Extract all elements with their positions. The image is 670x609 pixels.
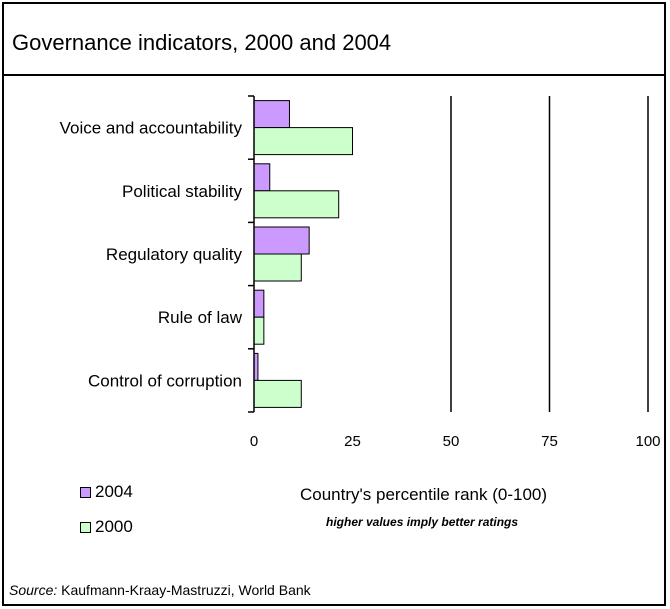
legend-label-2004: 2004	[95, 482, 133, 501]
category-label: Regulatory quality	[106, 245, 243, 264]
bar-2000-1	[253, 127, 353, 156]
x-tick-label: 50	[443, 433, 460, 450]
legend-label-2000: 2000	[95, 517, 133, 536]
bar-2000-3	[253, 253, 302, 282]
category-label: Control of corruption	[88, 371, 242, 390]
category-label: Voice and accountability	[60, 119, 243, 138]
legend-item-2004: 2004	[80, 482, 133, 502]
x-tick-label: 0	[250, 433, 258, 450]
x-tick-label: 25	[344, 433, 361, 450]
x-tick-label: 75	[541, 433, 558, 450]
x-axis-label: Country's percentile rank (0-100)	[300, 485, 548, 504]
x-tick-label: 100	[635, 433, 660, 450]
title-divider	[2, 74, 666, 76]
legend-swatch-2000	[80, 522, 91, 533]
x-axis-note: higher values imply better ratings	[326, 515, 519, 529]
category-label: Political stability	[122, 182, 242, 201]
legend-item-2000: 2000	[80, 517, 133, 537]
bar-2004-2	[253, 163, 271, 192]
legend-swatch-2004	[80, 487, 91, 498]
source-text: Kaufmann-Kraay-Mastruzzi, World Bank	[61, 582, 311, 598]
bar-2004-4	[253, 289, 265, 318]
source-note: Source: Kaufmann-Kraay-Mastruzzi, World …	[9, 582, 311, 598]
bar-2000-4	[253, 316, 265, 345]
bar-2000-5	[253, 379, 302, 408]
chart-title: Governance indicators, 2000 and 2004	[12, 30, 392, 55]
category-label: Rule of law	[158, 308, 243, 327]
bar-2004-1	[253, 100, 290, 129]
source-label: Source:	[9, 582, 58, 598]
bar-2000-2	[253, 190, 340, 219]
bar-2004-3	[253, 226, 310, 255]
